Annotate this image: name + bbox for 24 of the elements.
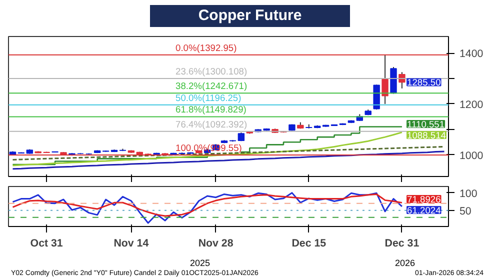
y-tick-label: 1200: [460, 98, 484, 111]
ref-line-label: 23.6%(1300.108): [176, 66, 248, 76]
text: 2026: [395, 257, 416, 270]
y-tick-label: 100: [460, 188, 478, 200]
data-label: 71.8926: [407, 194, 441, 205]
ref-line-label: 61.8%(1149.829): [176, 104, 246, 115]
data-label: 1110.551: [407, 120, 445, 130]
x-tick-label: Nov 28: [198, 238, 234, 250]
chart-title: Copper Future: [198, 6, 302, 26]
x-tick-label: Nov 14: [114, 238, 149, 250]
y-tick-label: 50: [460, 205, 472, 218]
y-tick-label: 1000: [460, 150, 484, 162]
text: 1285.50: [407, 78, 441, 88]
ref-line-label: 76.4%(1092.392): [176, 119, 248, 130]
x-tick-label: Dec 15: [292, 238, 326, 250]
text: 2025: [190, 257, 210, 270]
y-tick-label: 1400: [460, 48, 484, 60]
data-label: 61.2024: [407, 206, 441, 216]
ref-line-label: 0.0%(1392.95): [176, 42, 237, 53]
data-label: 1088.514: [407, 130, 446, 141]
ref-line-label: 50.0%(1196.25): [176, 92, 242, 103]
x-tick-label: Dec 31: [384, 238, 420, 250]
x-tick-label: Oct 31: [30, 238, 63, 250]
ref-line-label: 38.2%(1242.671): [176, 81, 248, 92]
